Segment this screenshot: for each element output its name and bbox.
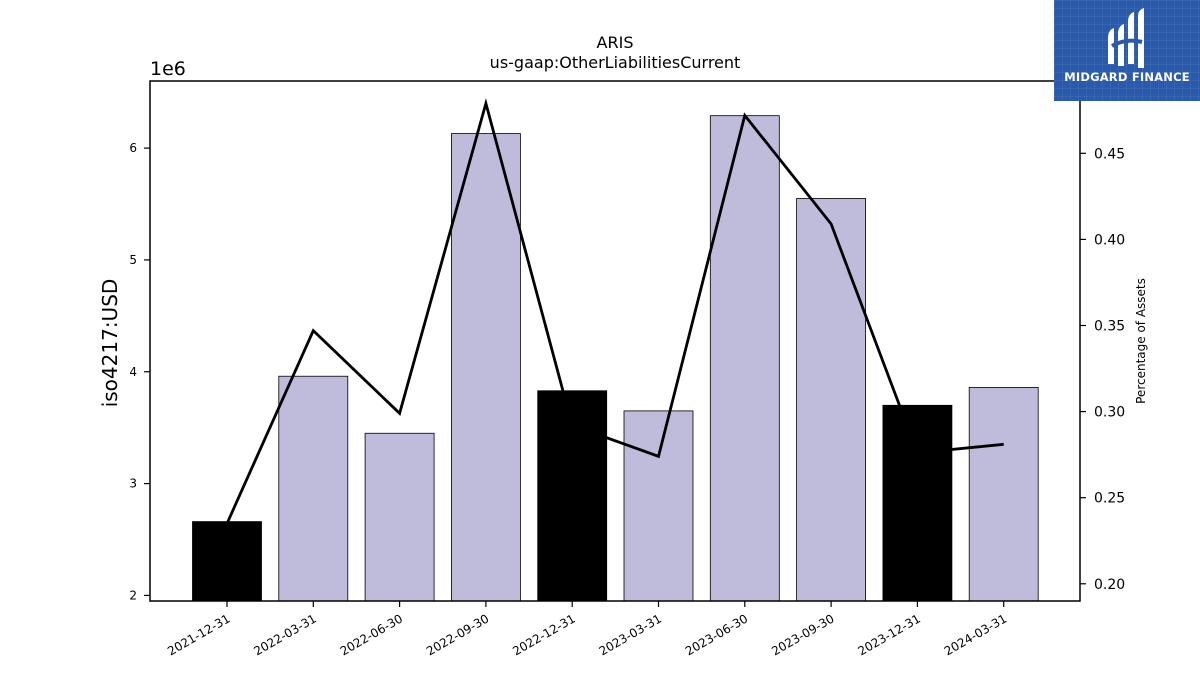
bar-2023-03-31 xyxy=(623,410,694,602)
y2-tick-label: 0.30 xyxy=(1094,405,1125,421)
bar-2024-03-31 xyxy=(968,387,1039,602)
y-tick-label: 3 xyxy=(129,477,137,491)
y2-tick-label: 0.35 xyxy=(1094,319,1125,335)
y-tick-label: 2 xyxy=(129,588,137,602)
y2-axis-ticks: 0.20 0.25 0.30 0.35 0.40 0.45 xyxy=(1080,146,1125,593)
bar-2022-06-30 xyxy=(364,432,435,602)
x-axis-ticks: 2021-12-31 2022-03-31 2022-06-30 2022-09-30… xyxy=(165,601,1009,658)
chart-title: ARIS xyxy=(597,33,634,52)
x-tick-label: 2021-12-31 xyxy=(165,611,232,658)
bar-2023-12-31 xyxy=(882,404,953,602)
y-offset-label: 1e6 xyxy=(150,58,186,80)
bar-series xyxy=(192,115,1039,602)
y2-axis-label: Percentage of Assets xyxy=(1134,278,1148,404)
logo-grid-pattern xyxy=(1054,0,1200,101)
plot-area-frame xyxy=(149,80,1081,602)
y2-tick-label: 0.20 xyxy=(1094,577,1125,593)
bar-2021-12-31 xyxy=(192,521,262,602)
x-tick-label: 2022-06-30 xyxy=(338,611,405,658)
y2-tick-label: 0.25 xyxy=(1094,491,1125,507)
bar-2022-09-30 xyxy=(450,133,521,602)
y-tick-label: 4 xyxy=(129,365,137,379)
percentage-of-assets-line xyxy=(225,98,1004,525)
bar-2023-06-30 xyxy=(709,115,780,602)
bar-2022-03-31 xyxy=(278,375,349,602)
y-tick-label: 5 xyxy=(129,253,137,267)
logo-text: MIDGARD FINANCE xyxy=(1064,70,1190,84)
y-axis-ticks: 2 3 4 5 6 xyxy=(129,141,150,602)
x-tick-label: 2022-09-30 xyxy=(424,611,491,658)
y2-tick-label: 0.45 xyxy=(1094,146,1125,162)
x-tick-label: 2023-12-31 xyxy=(855,611,922,658)
y-axis-label: iso4217:USD xyxy=(98,279,122,408)
bar-2023-09-30 xyxy=(796,198,866,602)
x-tick-label: 2022-03-31 xyxy=(251,611,318,658)
x-tick-label: 2022-12-31 xyxy=(510,611,577,658)
y2-tick-label: 0.40 xyxy=(1094,232,1125,248)
y-tick-label: 6 xyxy=(129,141,137,155)
chart-subtitle: us-gaap:OtherLiabilitiesCurrent xyxy=(490,53,741,72)
line-series xyxy=(225,98,1004,525)
x-tick-label: 2024-03-31 xyxy=(942,611,1009,658)
x-tick-label: 2023-06-30 xyxy=(683,611,750,658)
logo-mark-icon xyxy=(1108,8,1144,68)
x-tick-label: 2023-09-30 xyxy=(769,611,836,658)
brand-logo: MIDGARD FINANCE xyxy=(1054,0,1200,101)
x-tick-label: 2023-03-31 xyxy=(597,611,664,658)
